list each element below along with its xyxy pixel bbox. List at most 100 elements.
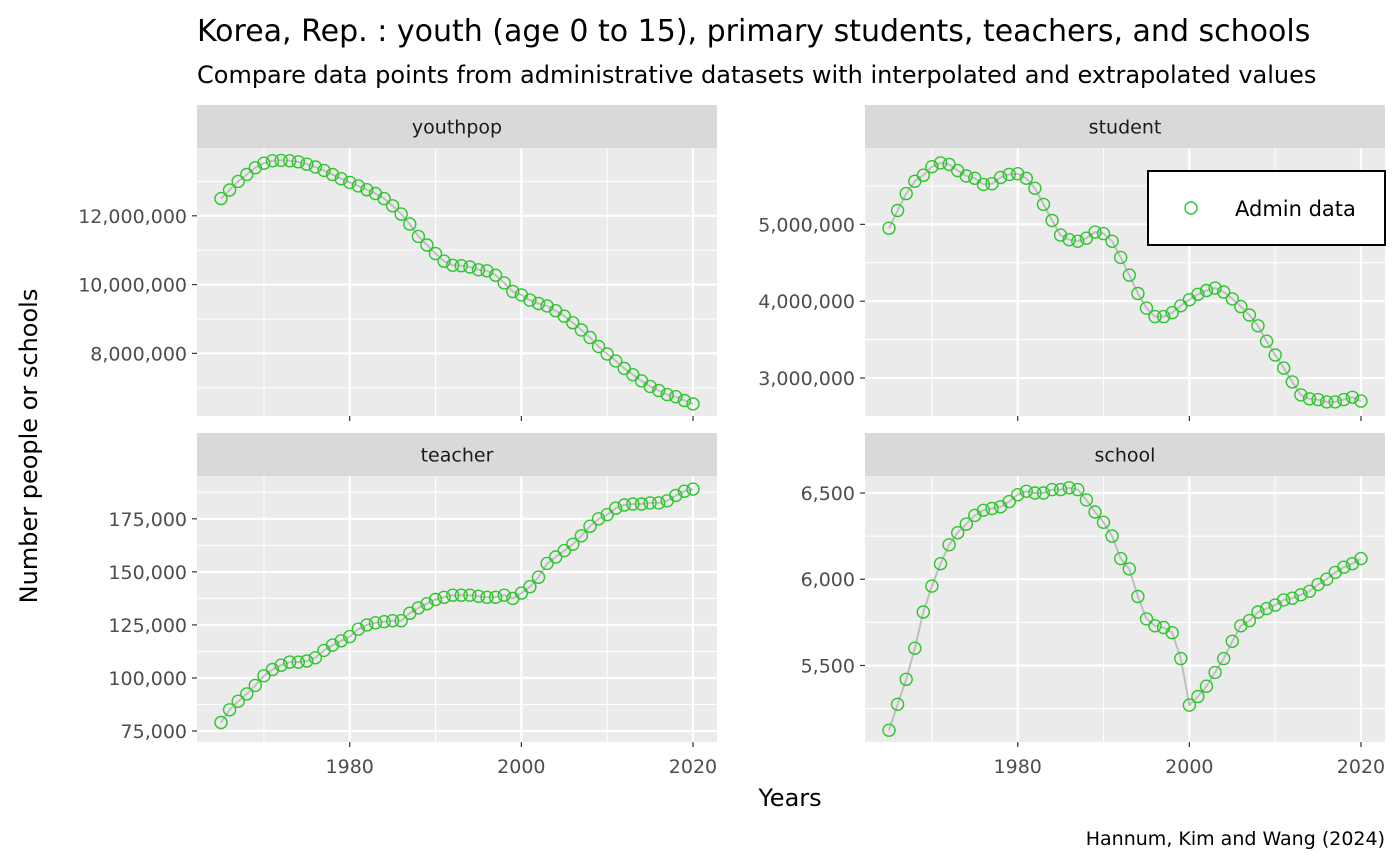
- data-point: [531, 296, 546, 311]
- data-point: [257, 156, 271, 170]
- y-tick-label: 3,000,000: [758, 368, 855, 390]
- data-point: [437, 590, 451, 604]
- series-line: [888, 161, 1362, 403]
- data-point: [652, 383, 666, 398]
- data-point: [231, 174, 245, 189]
- data-point: [308, 160, 323, 174]
- data-point: [1156, 309, 1171, 324]
- data-point: [343, 629, 357, 644]
- data-point: [959, 517, 973, 531]
- y-tick-label: 10,000,000: [78, 275, 187, 297]
- data-point: [300, 654, 314, 668]
- data-point: [925, 159, 939, 174]
- data-point: [1096, 226, 1111, 241]
- y-tick-label: 5,000,000: [758, 214, 855, 236]
- data-point: [591, 339, 606, 354]
- data-point: [583, 519, 597, 533]
- data-point: [257, 669, 271, 683]
- data-point: [1285, 591, 1300, 605]
- data-point: [686, 397, 700, 411]
- panel-background: [865, 476, 1385, 742]
- x-tick-label: 2020: [669, 756, 717, 778]
- data-point: [300, 157, 314, 171]
- data-point: [1113, 551, 1128, 566]
- data-point: [231, 694, 245, 708]
- data-point: [617, 361, 631, 376]
- data-point: [248, 678, 263, 693]
- data-point: [1208, 281, 1222, 295]
- data-point: [1354, 551, 1368, 566]
- data-point: [1079, 493, 1094, 507]
- data-point: [1071, 234, 1085, 249]
- data-point: [291, 155, 305, 169]
- data-point: [283, 154, 297, 168]
- data-point: [925, 579, 939, 593]
- series-line: [220, 159, 694, 405]
- data-point: [411, 229, 426, 244]
- data-point: [1105, 234, 1119, 249]
- data-point: [360, 618, 374, 632]
- panel-student: student 3,000,000 4,000,000 5,000,000: [758, 105, 1385, 421]
- data-point: [591, 512, 606, 526]
- data-point: [428, 246, 443, 261]
- data-point: [1019, 171, 1034, 186]
- data-point: [240, 687, 254, 701]
- data-point: [420, 238, 434, 252]
- data-point: [899, 186, 913, 201]
- data-point: [574, 529, 589, 543]
- data-point: [1285, 375, 1300, 389]
- y-tick-label: 150,000: [108, 562, 187, 584]
- y-tick-label: 12,000,000: [78, 206, 187, 228]
- data-point: [506, 284, 520, 299]
- data-point: [274, 153, 288, 168]
- data-point: [916, 168, 930, 182]
- data-point: [1045, 213, 1059, 228]
- data-point: [1036, 486, 1051, 500]
- data-point: [1165, 626, 1179, 640]
- y-tick-label: 125,000: [108, 615, 187, 637]
- data-point: [976, 503, 991, 517]
- data-point: [531, 570, 546, 584]
- data-point: [626, 368, 640, 382]
- data-point: [1088, 225, 1102, 239]
- panels: youthpop 8,000,000 10,000,000 12,000,000 stu…: [78, 105, 1385, 778]
- data-point: [1053, 228, 1068, 242]
- data-point: [1036, 197, 1051, 212]
- data-point: [609, 501, 623, 515]
- chart-subtitle: Compare data points from administrative …: [197, 61, 1316, 89]
- data-point: [1045, 482, 1059, 497]
- data-point: [446, 588, 460, 602]
- data-point: [497, 276, 511, 290]
- data-point: [549, 550, 563, 564]
- data-point: [1319, 572, 1334, 586]
- data-point: [583, 330, 597, 345]
- data-point: [609, 354, 623, 368]
- data-point: [942, 157, 956, 172]
- data-point: [643, 379, 657, 394]
- data-point: [557, 543, 571, 558]
- data-point: [1294, 588, 1308, 602]
- data-point: [882, 221, 896, 235]
- data-point: [1019, 484, 1034, 498]
- data-point: [890, 697, 905, 711]
- data-point: [600, 347, 614, 361]
- data-point: [240, 167, 254, 182]
- data-point: [411, 601, 426, 615]
- data-point: [274, 658, 288, 672]
- data-point: [686, 482, 700, 496]
- chart-title: Korea, Rep. : youth (age 0 to 15), prima…: [197, 14, 1310, 49]
- data-point: [325, 638, 340, 652]
- data-point: [617, 498, 631, 512]
- data-point: [283, 655, 297, 669]
- data-point: [660, 387, 674, 402]
- legend-key-point: [1184, 201, 1198, 215]
- data-point: [1251, 319, 1265, 333]
- data-point: [1131, 589, 1145, 604]
- data-point: [1259, 601, 1274, 616]
- data-point: [394, 207, 408, 221]
- data-point: [214, 191, 228, 206]
- data-point: [360, 182, 374, 197]
- data-point: [377, 615, 391, 629]
- y-tick-label: 100,000: [108, 668, 187, 690]
- data-point: [454, 259, 468, 273]
